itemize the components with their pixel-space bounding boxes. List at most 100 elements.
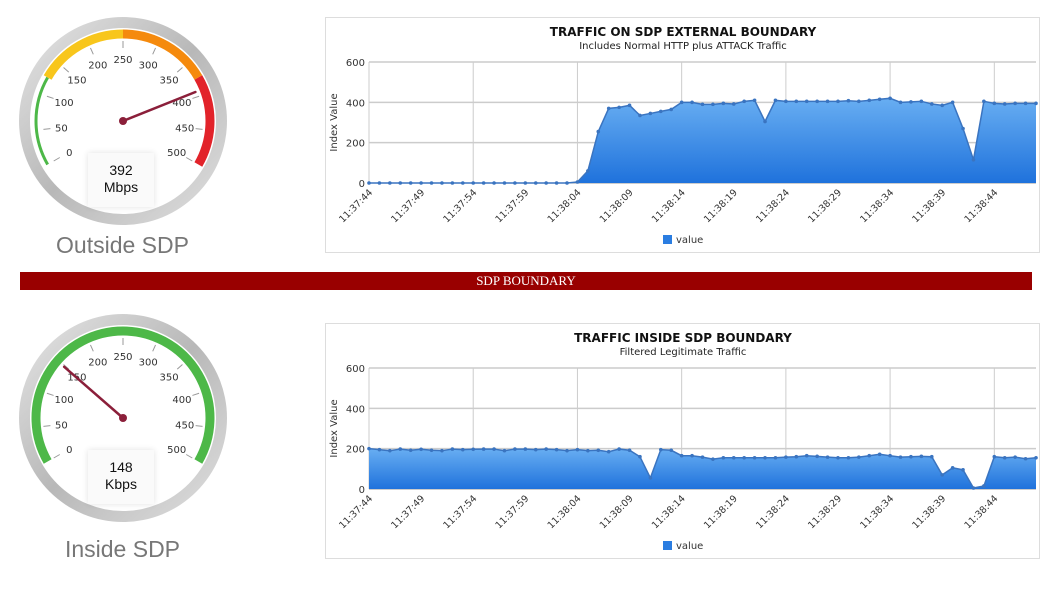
data-point <box>398 447 403 451</box>
data-point <box>784 99 788 104</box>
outside-gauge-label: Outside SDP <box>56 232 189 258</box>
gauge-tick <box>195 128 203 130</box>
x-tick-label: 11:38:19 <box>702 493 740 531</box>
data-point <box>565 448 569 453</box>
data-point <box>877 97 882 102</box>
data-point <box>408 448 413 453</box>
gauge-tick-label: 150 <box>67 76 86 87</box>
gauge-tick-label: 350 <box>160 373 179 384</box>
x-tick-label: 11:37:54 <box>441 187 479 225</box>
x-tick-label: 11:38:09 <box>598 187 636 225</box>
data-point <box>450 181 455 185</box>
gauge-tick-label: 50 <box>55 420 68 431</box>
x-tick-label: 11:38:24 <box>754 493 792 531</box>
data-point <box>471 181 476 185</box>
gauge-tick-label: 50 <box>55 123 68 134</box>
gauge-tick-label: 250 <box>113 352 132 363</box>
gauge-needle-hub <box>119 117 127 125</box>
x-tick-label: 11:38:39 <box>910 187 948 225</box>
gauge-tick-label: 200 <box>88 60 107 71</box>
x-tick-label: 11:38:29 <box>806 187 844 225</box>
data-point <box>992 101 997 106</box>
inside-gauge-readout: 148 Kbps <box>88 450 154 504</box>
gauge-needle <box>121 90 197 123</box>
gauge-tick <box>53 157 61 162</box>
gauge-tick <box>192 95 200 99</box>
data-point <box>627 103 632 108</box>
x-tick-label: 11:38:29 <box>806 493 844 531</box>
legend-label: value <box>676 235 703 246</box>
gauge-tick <box>185 454 193 459</box>
data-point <box>700 455 705 459</box>
gauge-tick <box>43 128 51 130</box>
data-point <box>825 455 830 459</box>
x-tick-label: 11:37:59 <box>493 493 531 531</box>
data-point <box>565 181 569 185</box>
data-point <box>773 98 778 103</box>
series-area <box>369 448 1036 489</box>
gauge-tick <box>176 364 183 370</box>
data-point <box>961 126 965 131</box>
data-point <box>440 181 444 185</box>
gauge-tick-label: 300 <box>139 60 158 71</box>
x-tick-label: 11:38:44 <box>962 187 1000 225</box>
gauge-tick <box>195 425 203 427</box>
data-point <box>1023 101 1028 106</box>
data-point <box>815 454 819 459</box>
data-point <box>429 448 434 453</box>
data-point <box>1002 102 1007 106</box>
data-point <box>909 454 913 459</box>
gauge-tick-label: 500 <box>167 445 186 456</box>
gauge-tick <box>53 454 61 459</box>
data-point <box>659 109 663 114</box>
data-point <box>867 453 872 458</box>
gauge-tick <box>46 95 54 99</box>
data-point <box>440 448 444 453</box>
sdp-boundary-banner: SDP BOUNDARY <box>20 272 1032 290</box>
data-point <box>721 101 726 106</box>
data-point <box>825 99 830 104</box>
data-point <box>513 181 517 185</box>
x-tick-label: 11:38:04 <box>546 187 584 225</box>
chart-subtitle: Includes Normal HTTP plus ATTACK Traffic <box>579 41 787 52</box>
x-tick-label: 11:38:09 <box>598 493 636 531</box>
outside-gauge-readout: 392 Mbps <box>88 153 154 207</box>
data-point <box>961 468 965 472</box>
data-point <box>940 473 945 477</box>
gauge-tick-label: 400 <box>172 395 191 406</box>
data-point <box>721 455 726 460</box>
gauge-band <box>122 29 203 80</box>
inside-gauge-label: Inside SDP <box>64 536 181 562</box>
data-point <box>752 98 757 103</box>
data-point <box>919 99 924 104</box>
data-point <box>638 113 642 118</box>
inside-gauge-unit: Kbps <box>105 476 137 492</box>
data-point <box>731 102 736 106</box>
gauge-tick-label: 400 <box>172 98 191 109</box>
inside-traffic-chart: TRAFFIC INSIDE SDP BOUNDARY Filtered Legi… <box>325 323 1040 559</box>
data-point <box>586 169 590 173</box>
gauge-tick-label: 0 <box>66 445 72 456</box>
gauge-band <box>194 75 215 167</box>
data-point <box>857 455 861 459</box>
gauge-tick <box>90 344 94 352</box>
x-tick-label: 11:38:34 <box>858 187 896 225</box>
x-tick-label: 11:37:49 <box>389 493 427 531</box>
y-axis-label: Index Value <box>329 93 340 151</box>
data-point <box>919 454 924 459</box>
data-point <box>523 447 528 451</box>
gauge-tick-label: 500 <box>167 148 186 159</box>
data-point <box>429 181 434 185</box>
data-point <box>513 447 517 451</box>
gauge-tick <box>152 47 156 55</box>
data-point <box>857 99 861 104</box>
data-point <box>804 99 809 104</box>
data-point <box>419 181 423 185</box>
data-point <box>888 453 892 458</box>
data-point <box>492 181 496 185</box>
x-tick-label: 11:38:34 <box>858 493 896 531</box>
data-point <box>1034 455 1038 460</box>
